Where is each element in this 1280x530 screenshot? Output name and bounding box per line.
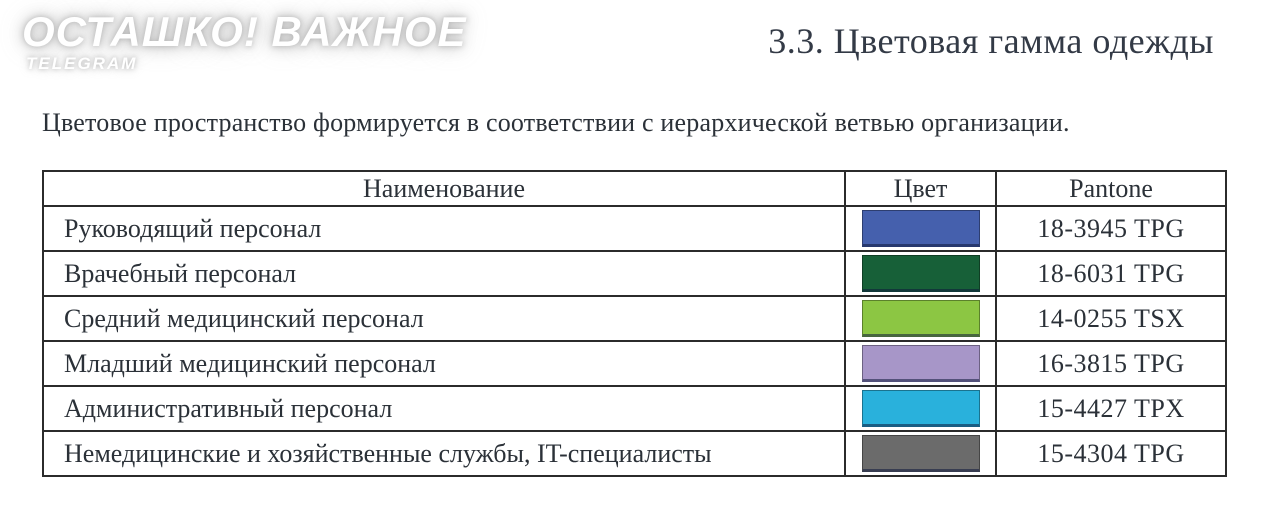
color-swatch xyxy=(861,255,980,292)
color-swatch xyxy=(861,435,980,472)
color-swatch xyxy=(861,210,980,247)
color-swatch xyxy=(861,390,980,427)
table-cell-color xyxy=(846,387,997,432)
table-cell-color xyxy=(846,207,997,252)
row-name: Административный персонал xyxy=(44,387,846,432)
row-name: Врачебный персонал xyxy=(44,252,846,297)
watermark-title: ОСТАШКО! ВАЖНОЕ xyxy=(22,8,467,55)
table-cell-color xyxy=(846,297,997,342)
row-pantone: 18-6031 TPG xyxy=(997,252,1225,297)
watermark: ОСТАШКО! ВАЖНОЕ TELEGRAM xyxy=(22,8,467,74)
color-swatch xyxy=(861,345,980,382)
color-swatch xyxy=(861,300,980,337)
row-name: Младший медицинский персонал xyxy=(44,342,846,387)
intro-paragraph: Цветовое пространство формируется в соот… xyxy=(42,108,1070,137)
row-pantone: 18-3945 TPG xyxy=(997,207,1225,252)
table-cell-color xyxy=(846,252,997,297)
row-name: Руководящий персонал xyxy=(44,207,846,252)
row-name: Немедицинские и хозяйственные службы, IT… xyxy=(44,432,846,475)
row-pantone: 15-4304 TPG xyxy=(997,432,1225,475)
table-cell-color xyxy=(846,342,997,387)
column-header-name: Наименование xyxy=(44,172,846,207)
watermark-subtitle: TELEGRAM xyxy=(26,54,138,73)
column-header-color: Цвет xyxy=(846,172,997,207)
row-pantone: 16-3815 TPG xyxy=(997,342,1225,387)
table-cell-color xyxy=(846,432,997,475)
column-header-pantone: Pantone xyxy=(997,172,1225,207)
row-pantone: 15-4427 TPX xyxy=(997,387,1225,432)
row-pantone: 14-0255 TSX xyxy=(997,297,1225,342)
row-name: Средний медицинский персонал xyxy=(44,297,846,342)
page-title: 3.3. Цветовая гамма одежды xyxy=(768,21,1214,61)
color-table: Наименование Цвет Pantone Руководящий пе… xyxy=(42,170,1227,477)
